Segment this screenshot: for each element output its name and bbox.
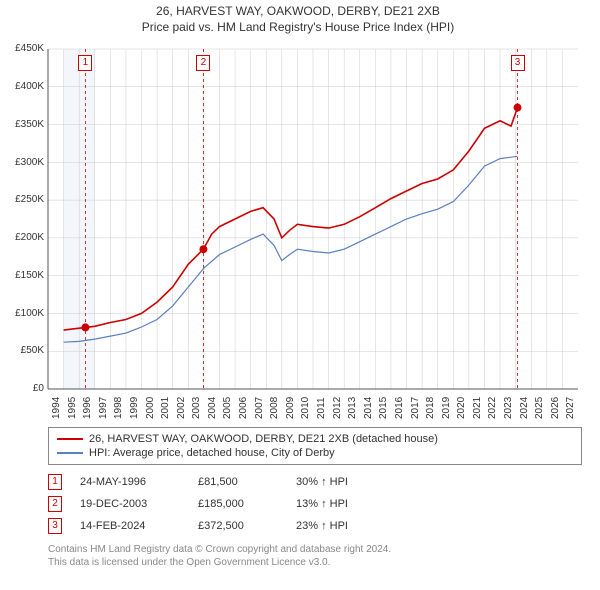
footer-line-1: Contains HM Land Registry data © Crown c… <box>48 543 582 556</box>
y-axis-label: £150K <box>4 270 44 281</box>
chart-titles: 26, HARVEST WAY, OAKWOOD, DERBY, DE21 2X… <box>4 4 592 35</box>
x-axis-label: 2024 <box>519 397 530 419</box>
x-axis-label: 1997 <box>98 397 109 419</box>
legend-item: 26, HARVEST WAY, OAKWOOD, DERBY, DE21 2X… <box>57 432 573 446</box>
transaction-row: 2 19-DEC-2003 £185,000 13% ↑ HPI <box>48 493 582 515</box>
x-axis-label: 2007 <box>254 397 265 419</box>
legend-label: 26, HARVEST WAY, OAKWOOD, DERBY, DE21 2X… <box>89 433 438 445</box>
legend-label: HPI: Average price, detached house, City… <box>89 447 335 459</box>
chart-marker-badge: 2 <box>196 55 210 71</box>
x-axis-label: 2012 <box>332 397 343 419</box>
x-axis-label: 2017 <box>410 397 421 419</box>
y-axis-label: £250K <box>4 194 44 205</box>
price-chart: £0 £50K £100K £150K £200K £250K £300K £350K £400… <box>4 39 592 419</box>
x-axis-label: 2023 <box>503 397 514 419</box>
x-axis-label: 2025 <box>534 397 545 419</box>
x-axis-label: 2002 <box>176 397 187 419</box>
x-axis-label: 2018 <box>425 397 436 419</box>
y-axis-label: £350K <box>4 119 44 130</box>
x-axis-label: 2026 <box>550 397 561 419</box>
transaction-date: 24-MAY-1996 <box>80 476 180 488</box>
transaction-badge: 2 <box>48 496 62 512</box>
x-axis-label: 2008 <box>269 397 280 419</box>
x-axis-label: 2011 <box>316 398 327 420</box>
x-axis-label: 2000 <box>145 397 156 419</box>
footer-line-2: This data is licensed under the Open Gov… <box>48 556 582 569</box>
x-axis-label: 2027 <box>565 397 576 419</box>
y-axis-label: £300K <box>4 157 44 168</box>
title-line-2: Price paid vs. HM Land Registry's House … <box>4 20 592 36</box>
transaction-date: 19-DEC-2003 <box>80 498 180 510</box>
transaction-row: 1 24-MAY-1996 £81,500 30% ↑ HPI <box>48 471 582 493</box>
title-line-1: 26, HARVEST WAY, OAKWOOD, DERBY, DE21 2X… <box>4 4 592 20</box>
x-axis-label: 1994 <box>51 397 62 419</box>
transaction-badge: 3 <box>48 518 62 534</box>
transaction-badge: 1 <box>48 474 62 490</box>
x-axis-label: 2014 <box>363 397 374 419</box>
transaction-delta: 13% ↑ HPI <box>296 498 348 510</box>
x-axis-label: 2004 <box>207 397 218 419</box>
x-axis-label: 2013 <box>347 397 358 419</box>
legend-item: HPI: Average price, detached house, City… <box>57 446 573 460</box>
chart-marker-badge: 3 <box>511 55 525 71</box>
x-axis-label: 2015 <box>378 397 389 419</box>
y-axis-label: £400K <box>4 81 44 92</box>
x-axis-label: 2022 <box>487 397 498 419</box>
legend-swatch <box>57 438 83 440</box>
x-axis-label: 1999 <box>129 397 140 419</box>
transactions-table: 1 24-MAY-1996 £81,500 30% ↑ HPI 2 19-DEC-2003… <box>48 471 582 537</box>
x-axis-label: 2003 <box>191 397 202 419</box>
x-axis-label: 2009 <box>285 397 296 419</box>
chart-marker-badge: 1 <box>78 55 92 71</box>
transaction-date: 14-FEB-2024 <box>80 520 180 532</box>
x-axis-label: 2001 <box>160 397 171 419</box>
footer-attribution: Contains HM Land Registry data © Crown c… <box>48 543 582 569</box>
transaction-delta: 23% ↑ HPI <box>296 520 348 532</box>
y-axis-label: £0 <box>4 383 44 394</box>
x-axis-label: 2019 <box>441 397 452 419</box>
chart-legend: 26, HARVEST WAY, OAKWOOD, DERBY, DE21 2X… <box>48 427 582 465</box>
y-axis-label: £450K <box>4 43 44 54</box>
x-axis-label: 2006 <box>238 397 249 419</box>
x-axis-label: 1996 <box>82 397 93 419</box>
x-axis-label: 2020 <box>456 397 467 419</box>
x-axis-label: 2021 <box>472 397 483 419</box>
x-axis-label: 2005 <box>222 397 233 419</box>
transaction-delta: 30% ↑ HPI <box>296 476 348 488</box>
x-axis-label: 1998 <box>113 397 124 419</box>
transaction-price: £185,000 <box>198 498 278 510</box>
y-axis-label: £100K <box>4 308 44 319</box>
x-axis-label: 1995 <box>67 397 78 419</box>
transaction-price: £372,500 <box>198 520 278 532</box>
y-axis-label: £200K <box>4 232 44 243</box>
transaction-price: £81,500 <box>198 476 278 488</box>
y-axis-label: £50K <box>4 345 44 356</box>
x-axis-label: 2016 <box>394 397 405 419</box>
legend-swatch <box>57 452 83 454</box>
x-axis-label: 2010 <box>300 397 311 419</box>
transaction-row: 3 14-FEB-2024 £372,500 23% ↑ HPI <box>48 515 582 537</box>
